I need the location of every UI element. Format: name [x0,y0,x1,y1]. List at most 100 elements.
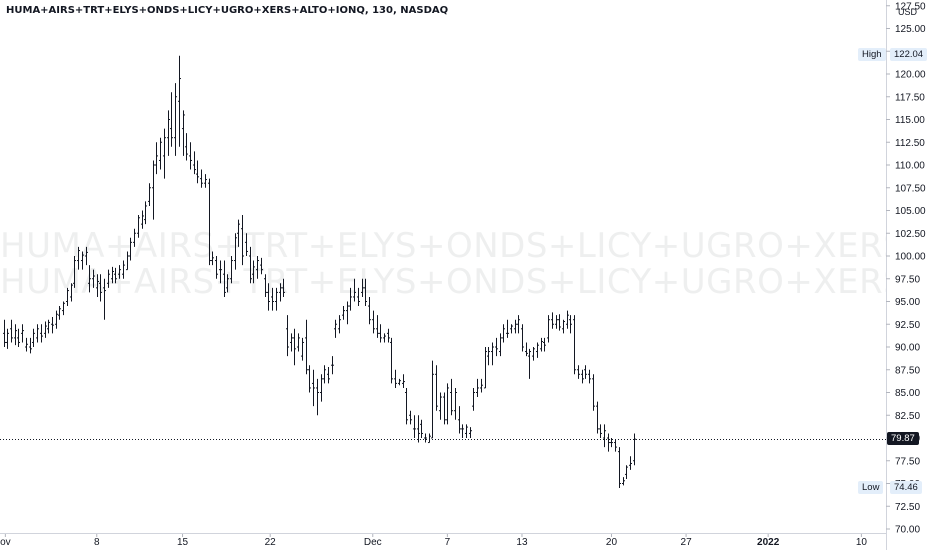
ohlc-bar [85,246,88,266]
ohlc-bar [532,347,535,361]
ohlc-bar [465,424,468,438]
ohlc-bar [58,306,61,320]
ohlc-bar [577,365,580,379]
ohlc-bar [618,447,621,489]
ohlc-bar [376,315,379,338]
ohlc-bar [327,367,330,384]
ohlc-bar [256,256,259,279]
ohlc-bar [152,160,155,220]
ohlc-bar [118,265,121,279]
ohlc-bar [390,337,393,384]
low-label-tag: Low [858,481,884,495]
ohlc-bar [596,401,599,434]
ohlc-bar [633,433,636,466]
ohlc-bar [405,387,408,425]
ohlc-bar [506,319,509,338]
ohlc-bar [413,415,416,438]
ohlc-bar [193,151,196,175]
ohlc-bar [394,369,397,388]
ohlc-bar [495,337,498,357]
ohlc-bar [126,251,129,271]
ohlc-bar [286,315,289,357]
ohlc-bar [502,324,505,343]
price-axis[interactable]: 70.0072.5075.0077.5080.0082.5085.0087.50… [886,1,926,536]
ohlc-bar [44,321,47,338]
price-tick-label: 92.50 [895,320,920,331]
ohlc-bar [480,378,483,393]
ohlc-bar [204,174,207,188]
ohlc-bar [361,278,364,297]
high-value-tag: 122.04 [890,48,928,62]
ohlc-bar [29,337,32,354]
ohlc-bar [424,433,427,443]
ohlc-bar [346,301,349,325]
time-axis[interactable]: ov 8 15 22 Dec 7 13 20 27 2022 10 [0,534,867,548]
ohlc-bar [103,278,106,320]
ohlc-bar [614,439,617,452]
ohlc-bar [566,310,569,329]
ohlc-bar [66,287,69,307]
ohlc-bar [133,228,136,247]
ohlc-bar [155,142,158,175]
ohlc-bar [211,251,214,266]
price-tick-label: 125.00 [895,24,926,35]
time-tick-label: Dec [364,537,382,548]
ohlc-bar [237,219,240,247]
time-tick-label: 22 [265,537,277,548]
ohlc-bar [81,251,84,270]
ohlc-bar [398,378,401,386]
ohlc-bar [569,315,572,334]
ohlc-bar [14,324,17,346]
ohlc-bar [252,260,255,284]
ohlc-bar [308,365,311,393]
ohlc-bar [592,374,595,411]
ohlc-bar [200,169,203,188]
ohlc-bar [517,315,520,334]
ohlc-bar [32,328,35,347]
ohlc-bar [297,333,300,352]
ohlc-bar [558,314,561,331]
time-tick-label: ov [0,537,11,548]
ohlc-bar [264,274,267,297]
ohlc-bar [610,438,613,448]
ohlc-bar [543,337,546,352]
ohlc-bar [364,278,367,307]
time-tick-label: 20 [606,537,618,548]
price-tick-label: 102.50 [895,229,926,240]
ohlc-bar [170,92,173,147]
ohlc-bar [540,337,543,352]
ohlc-bar [584,365,587,379]
ohlc-bar [271,287,274,311]
ohlc-bar [528,348,531,379]
price-tick-label: 110.00 [895,161,925,172]
ohlc-bar [241,215,244,266]
price-tick-label: 127.50 [895,1,926,12]
ohlc-bar [588,369,591,384]
ohlc-bar [275,287,278,311]
ohlc-bar [323,365,326,384]
ohlc-bars [3,55,636,489]
ohlc-bar [342,306,345,320]
ohlc-bar [129,237,132,261]
ohlc-bar [402,374,405,388]
ohlc-bar [178,55,181,147]
ohlc-bar [439,392,442,420]
ohlc-bar [484,347,487,389]
currency-label: USD [898,7,918,17]
ohlc-bar [417,415,420,443]
ohlc-bar [312,369,315,407]
ohlc-bar [114,267,117,284]
low-value-tag: 74.46 [890,481,922,495]
ohlc-bar [36,324,39,343]
ohlc-bar [469,427,472,438]
ohlc-bar [208,178,211,266]
ohlc-bar [185,133,188,161]
ohlc-bar [349,287,352,311]
time-tick-label: 10 [856,537,868,548]
price-tick-label: 90.00 [895,343,920,354]
ohlc-bar [305,319,308,375]
ohlc-bar [122,260,125,279]
time-tick-label: 15 [177,537,189,548]
ohlc-bar [55,310,58,329]
